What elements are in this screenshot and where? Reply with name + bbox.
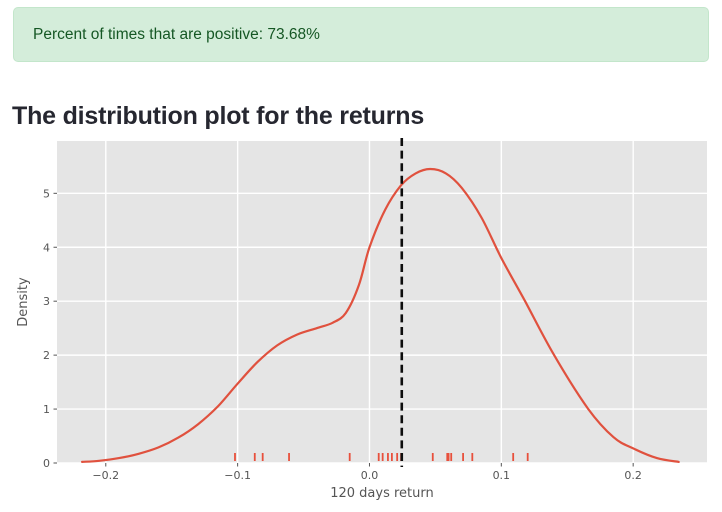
svg-text:3: 3 <box>43 295 50 308</box>
x-tick-labels: −0.2 −0.1 0.0 0.1 0.2 <box>92 469 641 482</box>
success-alert-text: Percent of times that are positive: 73.6… <box>33 25 320 43</box>
svg-text:0.2: 0.2 <box>624 469 642 482</box>
svg-text:2: 2 <box>43 349 50 362</box>
distribution-plot-svg: −0.2 −0.1 0.0 0.1 0.2 0 1 2 3 4 5 120 days return De… <box>16 138 707 501</box>
svg-text:4: 4 <box>43 241 50 254</box>
svg-text:−0.2: −0.2 <box>92 469 119 482</box>
svg-text:−0.1: −0.1 <box>224 469 251 482</box>
svg-text:5: 5 <box>43 187 50 200</box>
success-alert: Percent of times that are positive: 73.6… <box>13 7 709 62</box>
distribution-plot-figure: −0.2 −0.1 0.0 0.1 0.2 0 1 2 3 4 5 120 days return De… <box>0 135 722 512</box>
svg-text:1: 1 <box>43 403 50 416</box>
svg-text:0.1: 0.1 <box>493 469 511 482</box>
x-axis-label: 120 days return <box>330 486 434 501</box>
page-title: The distribution plot for the returns <box>12 101 425 130</box>
y-tick-labels: 0 1 2 3 4 5 <box>43 187 50 470</box>
plot-area <box>57 141 707 463</box>
svg-text:0.0: 0.0 <box>361 469 379 482</box>
axis-ticks <box>53 192 634 467</box>
grid-lines <box>57 141 707 464</box>
svg-text:0: 0 <box>43 457 50 470</box>
kde-curve <box>81 167 680 463</box>
y-axis-label: Density <box>16 277 31 327</box>
